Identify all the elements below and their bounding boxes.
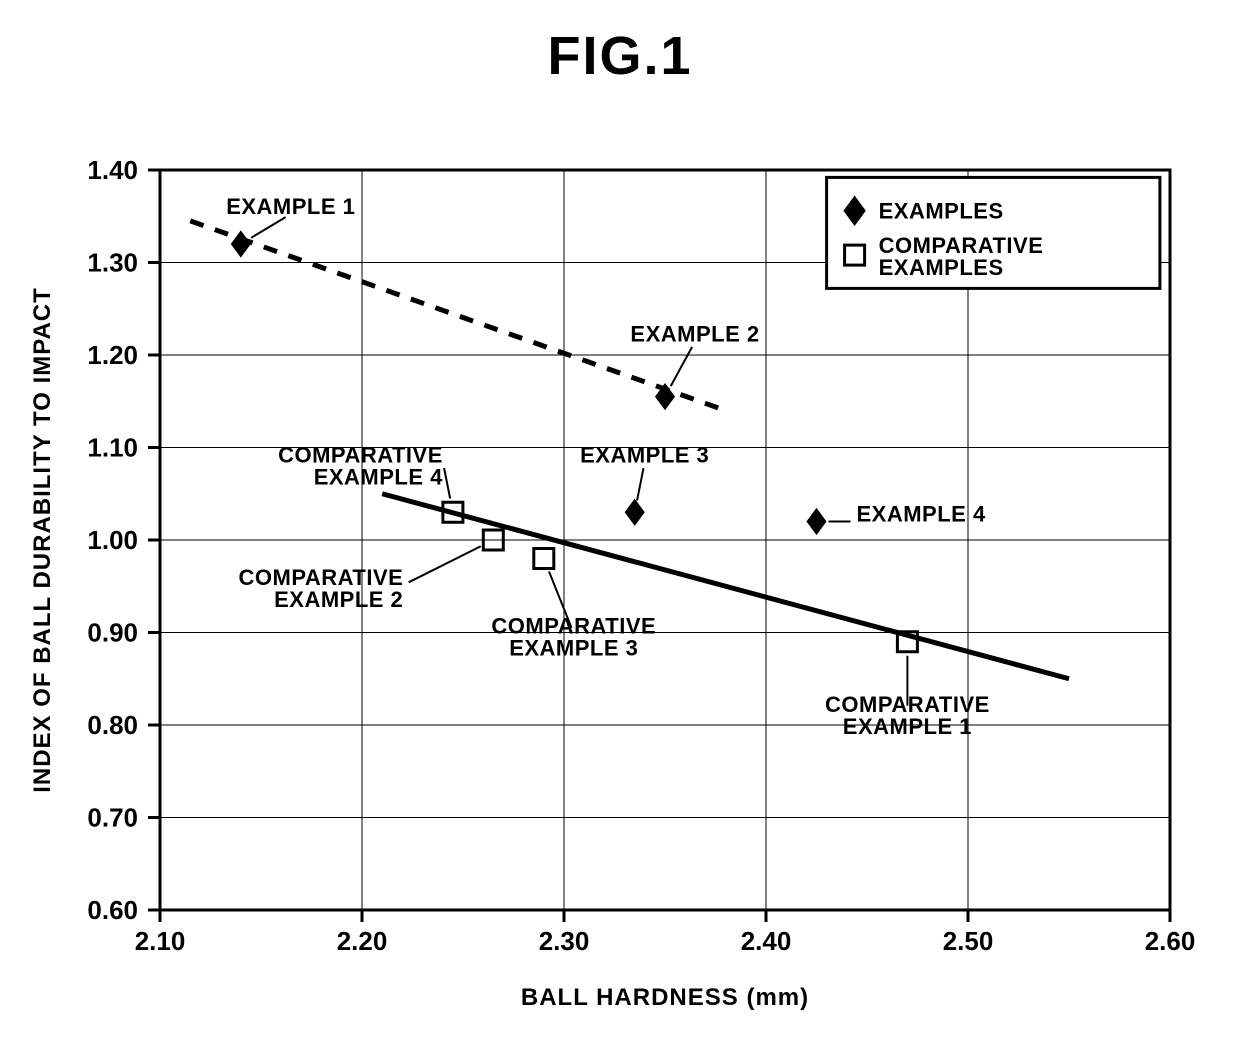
xtick-label: 2.40 xyxy=(741,926,792,956)
point-label: EXAMPLE 2 xyxy=(630,322,759,347)
xtick-label: 2.20 xyxy=(337,926,388,956)
xtick-label: 2.30 xyxy=(539,926,590,956)
ytick-label: 1.30 xyxy=(87,248,138,278)
ytick-label: 1.20 xyxy=(87,340,138,370)
ytick-label: 1.40 xyxy=(87,155,138,185)
ytick-label: 1.10 xyxy=(87,433,138,463)
figure-container: FIG.1 2.10 2.20 2.30 2.40 2.50 2.60 0.60 0.70 0.… xyxy=(0,0,1240,1051)
xtick-label: 2.10 xyxy=(135,926,186,956)
ytick-label: 0.70 xyxy=(87,803,138,833)
figure-title: FIG.1 xyxy=(0,25,1240,87)
chart-svg: 2.10 2.20 2.30 2.40 2.50 2.60 0.60 0.70 0.80 0.90… xyxy=(0,0,1240,1051)
point-label: EXAMPLE 3 xyxy=(580,442,709,467)
point-label: EXAMPLE 4 xyxy=(857,502,986,527)
point-label: COMPARATIVEEXAMPLE 1 xyxy=(825,692,990,739)
x-axis-label: BALL HARDNESS (mm) xyxy=(521,984,809,1011)
ytick-label: 1.00 xyxy=(87,525,138,555)
point-label: COMPARATIVEEXAMPLE 3 xyxy=(491,614,656,661)
point-label: EXAMPLE 1 xyxy=(226,194,355,219)
ytick-label: 0.80 xyxy=(87,710,138,740)
xtick-label: 2.60 xyxy=(1145,926,1196,956)
xtick-label: 2.50 xyxy=(943,926,994,956)
ytick-label: 0.90 xyxy=(87,618,138,648)
y-axis-label: INDEX OF BALL DURABILITY TO IMPACT xyxy=(29,287,56,793)
ytick-label: 0.60 xyxy=(87,895,138,925)
legend-examples-label: EXAMPLES xyxy=(879,199,1004,224)
